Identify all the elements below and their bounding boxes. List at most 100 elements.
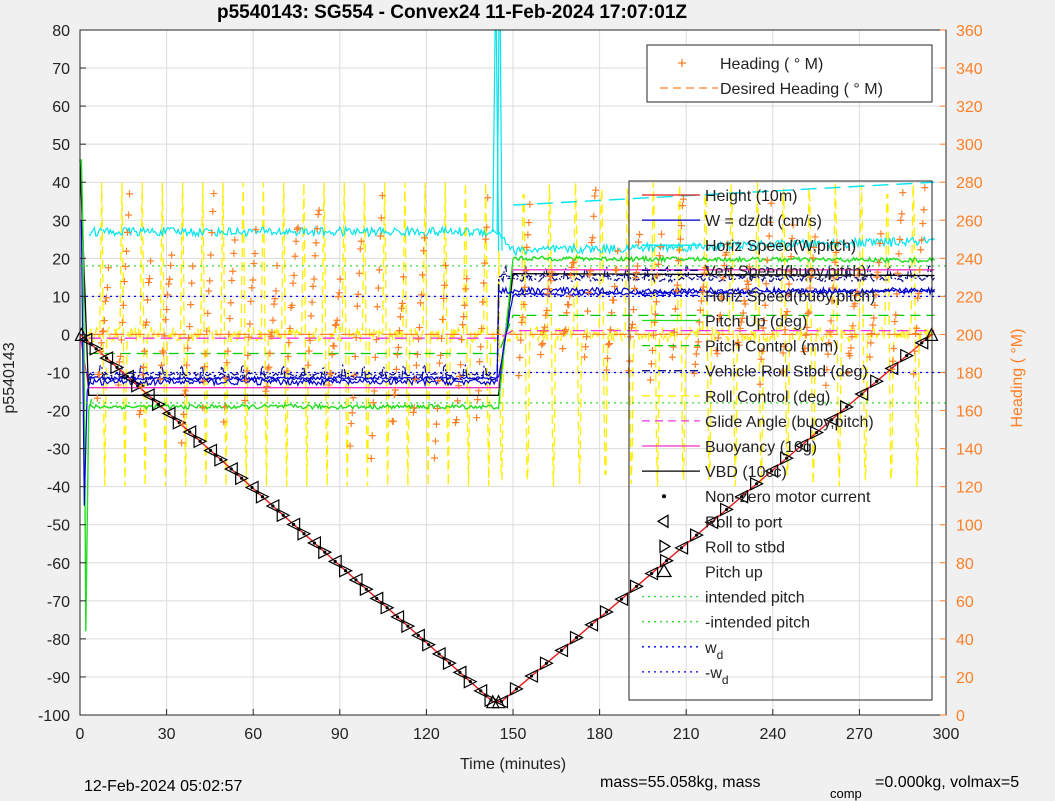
heading-marker — [668, 353, 676, 361]
legend-top-label: Heading ( ° M) — [720, 56, 823, 73]
heading-marker — [701, 264, 709, 272]
heading-marker — [294, 224, 302, 232]
heading-marker — [416, 299, 424, 307]
marker-roll-to-stbd — [509, 681, 524, 696]
heading-marker — [844, 369, 852, 377]
heading-marker — [375, 266, 383, 274]
y2-tick-label: 40 — [956, 632, 974, 649]
heading-marker — [158, 361, 166, 369]
heading-marker — [355, 269, 363, 277]
heading-marker — [545, 285, 553, 293]
heading-marker — [243, 367, 251, 375]
heading-marker — [604, 354, 612, 362]
heading-marker — [371, 353, 379, 361]
heading-marker — [241, 397, 249, 405]
x-tick-label: 30 — [158, 726, 176, 743]
heading-marker — [872, 291, 880, 299]
heading-marker — [307, 312, 315, 320]
heading-marker — [871, 301, 879, 309]
heading-marker — [201, 363, 209, 371]
heading-marker — [899, 189, 907, 197]
heading-marker — [630, 306, 638, 314]
heading-marker — [368, 432, 376, 440]
marker-roll-to-port — [140, 388, 155, 403]
heading-marker — [399, 273, 407, 281]
heading-marker — [247, 297, 255, 305]
y2-tick-label: 0 — [956, 708, 965, 725]
heading-marker — [244, 351, 252, 359]
heading-marker — [290, 271, 298, 279]
heading-marker — [781, 326, 789, 334]
heading-marker — [286, 324, 294, 332]
chart-title: p5540143: SG554 - Convex24 11-Feb-2024 1… — [217, 2, 687, 23]
heading-marker — [544, 290, 552, 298]
y2-tick-label: 280 — [956, 175, 983, 192]
y-tick-label: 70 — [52, 61, 70, 78]
heading-marker — [875, 259, 883, 267]
heading-marker — [760, 317, 768, 325]
heading-marker — [462, 285, 470, 293]
legend-main-label-sub: d — [722, 673, 729, 687]
heading-marker — [766, 218, 774, 226]
y2-tick-label: 160 — [956, 404, 983, 421]
heading-marker — [678, 202, 686, 210]
heading-marker — [476, 358, 484, 366]
footer-mass-sub: comp — [830, 786, 862, 801]
heading-marker — [658, 230, 666, 238]
marker-roll-to-stbd — [720, 502, 734, 517]
x-tick-label: 120 — [413, 726, 440, 743]
heading-marker — [292, 237, 300, 245]
marker-roll-to-stbd — [110, 360, 125, 375]
series-vbd — [79, 159, 935, 396]
heading-marker — [694, 338, 702, 346]
y-tick-label: -30 — [47, 442, 70, 459]
heading-marker — [912, 330, 920, 338]
heading-marker — [349, 394, 357, 402]
marker-motor-current — [740, 495, 744, 499]
marker-motor-current — [115, 365, 119, 369]
marker-roll-to-port — [161, 406, 176, 421]
marker-roll-to-stbd — [276, 508, 291, 523]
heading-marker — [103, 284, 111, 292]
marker-roll-to-port — [390, 609, 405, 624]
heading-marker — [582, 343, 590, 351]
heading-marker — [457, 361, 465, 369]
heading-marker — [916, 266, 924, 274]
heading-marker — [438, 334, 446, 342]
heading-marker — [677, 222, 685, 230]
heading-marker — [700, 269, 708, 277]
heading-marker — [96, 348, 104, 356]
heading-marker — [805, 308, 813, 316]
heading-marker — [165, 280, 173, 288]
heading-marker — [739, 309, 747, 317]
heading-marker — [804, 310, 812, 318]
legend-main-label-text: Glide Angle (buoy,pitch) — [705, 414, 874, 431]
marker-roll-to-port — [265, 499, 280, 513]
marker-motor-current — [920, 341, 924, 345]
heading-marker — [456, 372, 464, 380]
heading-marker — [354, 290, 362, 298]
heading-marker — [378, 192, 386, 200]
heading-marker — [809, 254, 817, 262]
y-tick-label: 40 — [52, 175, 70, 192]
marker-motor-current — [343, 569, 348, 573]
marker-motor-current — [634, 584, 639, 588]
heading-marker — [824, 350, 832, 358]
y2-tick-label: 80 — [956, 556, 974, 573]
heading-marker — [762, 280, 770, 288]
heading-marker — [910, 370, 918, 378]
heading-marker — [830, 274, 838, 282]
heading-marker — [653, 272, 661, 280]
heading-marker — [262, 387, 270, 395]
marker-motor-current — [725, 507, 729, 512]
marker-roll-to-port — [452, 665, 467, 680]
marker-motor-current — [281, 513, 285, 517]
heading-marker — [808, 267, 816, 275]
heading-marker — [848, 333, 856, 341]
heading-marker — [846, 352, 854, 360]
marker-motor-current — [785, 456, 789, 460]
marker-roll-to-port — [203, 443, 218, 458]
heading-marker — [291, 252, 299, 260]
heading-marker — [250, 260, 258, 268]
y-tick-label: 10 — [52, 289, 70, 306]
